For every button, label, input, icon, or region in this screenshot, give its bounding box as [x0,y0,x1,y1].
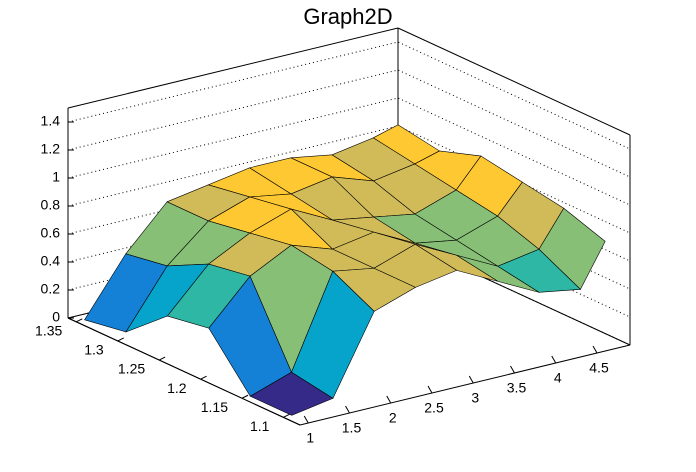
y-tick-mark [283,413,290,418]
box-edge [397,27,631,136]
x-tick-mark [510,365,515,374]
box-edge [67,27,399,109]
y-tick-label: 1.2 [167,380,187,396]
z-tick-label: 0 [52,309,60,325]
surface-cell [249,371,334,416]
y-tick-label: 1.3 [84,342,104,358]
y-tick-mark [117,337,124,342]
z-tick-label: 0.2 [41,281,61,297]
y-tick-label: 1.25 [118,361,145,377]
x-tick-label: 1 [306,430,314,446]
y-tick-mark [76,318,83,323]
x-tick-mark [551,355,557,364]
x-tick-label: 2.5 [424,400,444,416]
y-tick-mark [158,356,166,361]
x-tick-mark [468,375,474,384]
z-tick-label: 0.8 [41,197,61,213]
box-edge [67,317,301,426]
x-tick-mark [386,395,392,404]
z-tick-label: 1.4 [41,113,61,129]
x-tick-label: 1.5 [342,420,362,436]
x-tick-label: 4.5 [589,360,609,376]
z-tick-label: 0.6 [41,225,61,241]
x-tick-mark [303,415,309,424]
x-tick-label: 2 [389,410,397,426]
y-tick-label: 1.15 [201,399,228,415]
y-tick-label: 1.35 [35,323,62,339]
y-tick-mark [241,394,249,399]
z-tick-label: 0.4 [41,253,61,269]
y-tick-label: 1.1 [250,418,270,434]
chart-title: Graph2D [303,4,392,29]
x-tick-label: 4 [554,370,562,386]
box-edge [299,344,631,426]
grid-line [67,41,631,150]
y-tick-mark [200,375,207,380]
x-tick-mark [592,345,598,354]
x-tick-label: 3.5 [507,380,527,396]
x-tick-label: 3 [471,390,479,406]
z-tick-label: 1.2 [41,141,61,157]
z-tick-label: 1 [52,169,60,185]
x-tick-mark [345,405,350,414]
x-tick-mark [427,385,433,394]
